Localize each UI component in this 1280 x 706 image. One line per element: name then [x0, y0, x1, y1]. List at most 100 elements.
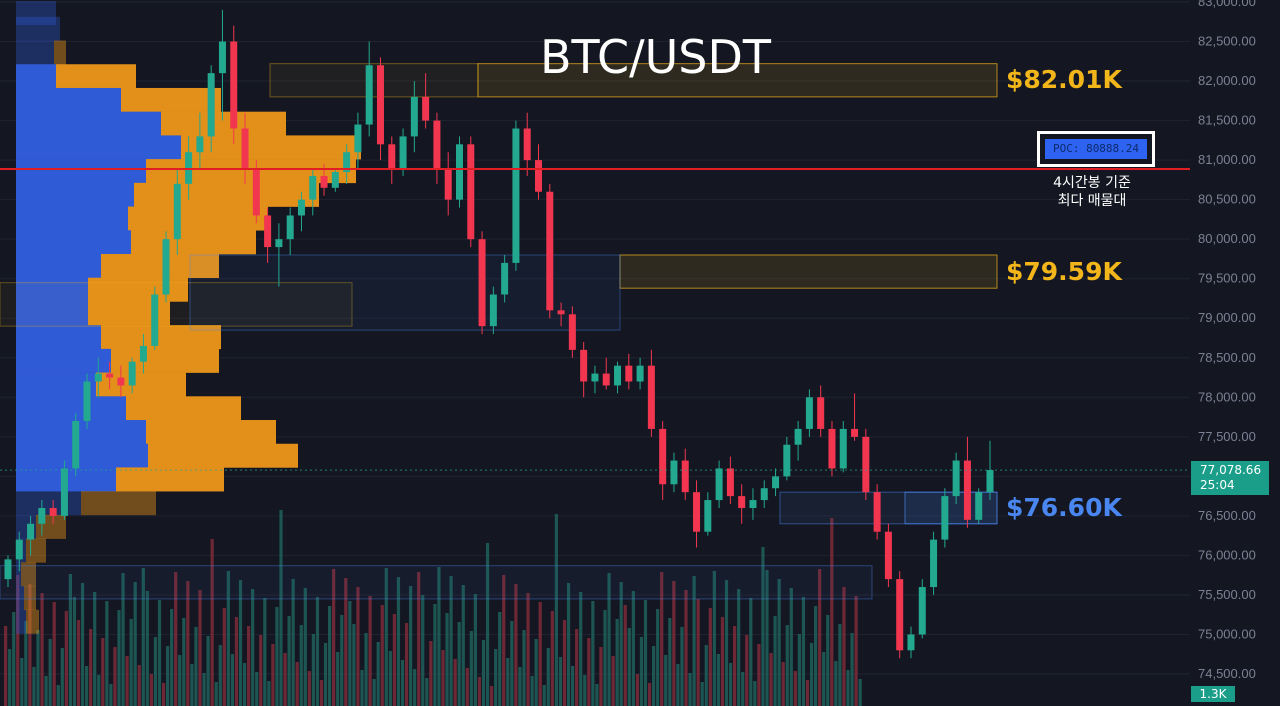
volume-bar	[125, 656, 129, 706]
volume-bar	[830, 518, 834, 706]
y-tick-label: 80,000.00	[1198, 231, 1256, 246]
volume-bar	[793, 671, 797, 706]
volume-bar	[36, 630, 40, 706]
candle-body	[388, 144, 396, 169]
candle-body	[354, 124, 362, 153]
candle-body	[94, 373, 102, 382]
volume-bar	[469, 631, 473, 706]
volume-profile-buy	[16, 253, 101, 278]
y-tick-label: 75,000.00	[1198, 626, 1256, 641]
volume-bar	[202, 673, 206, 706]
volume-bar	[413, 669, 417, 706]
volume-bar	[805, 680, 810, 706]
volume-profile-buy	[16, 301, 88, 326]
volume-bar	[672, 581, 676, 706]
volume-bar	[279, 510, 283, 706]
y-tick-label: 78,000.00	[1198, 389, 1256, 404]
candle-body	[207, 73, 215, 137]
y-tick-label: 80,500.00	[1198, 192, 1256, 207]
volume-bar	[32, 667, 36, 706]
volume-bar	[579, 592, 583, 706]
candle-body	[320, 175, 328, 188]
volume-bar	[530, 676, 534, 706]
volume-bar	[4, 626, 8, 706]
candle-body	[704, 500, 712, 532]
volume-bar	[449, 576, 453, 706]
volume-bar	[599, 647, 603, 706]
volume-bar	[558, 657, 563, 706]
volume-bar	[129, 619, 133, 706]
candle-body	[410, 96, 418, 137]
level-label-upper: $82.01K	[1006, 65, 1122, 95]
volume-bar	[566, 583, 571, 706]
candle-body	[636, 365, 644, 382]
volume-bar	[392, 614, 396, 706]
volume-bar	[89, 629, 93, 706]
volume-bar	[737, 589, 741, 706]
volume-bar	[437, 567, 441, 706]
volume-bar	[453, 659, 457, 706]
volume-bar	[716, 654, 720, 706]
candle-body	[478, 239, 486, 327]
volume-profile-sell	[148, 443, 298, 468]
volume-tag: 1.3K	[1191, 686, 1235, 702]
volume-bar	[170, 609, 174, 706]
volume-profile-buy	[16, 16, 60, 41]
volume-bar	[44, 676, 48, 706]
y-tick-label: 75,500.00	[1198, 587, 1256, 602]
volume-bar	[340, 615, 344, 706]
volume-bar	[858, 679, 862, 706]
level-zone-faint	[0, 565, 873, 600]
y-tick-label: 79,000.00	[1198, 310, 1256, 325]
volume-bar	[643, 600, 648, 706]
volume-bar	[178, 655, 182, 706]
candle-body	[4, 559, 12, 580]
volume-profile-sell	[26, 538, 46, 563]
candle-body	[173, 183, 181, 240]
volume-bar	[627, 628, 631, 706]
volume-bar	[417, 572, 421, 706]
volume-bar	[684, 590, 688, 706]
poc-badge: POC: 80888.24	[1037, 131, 1155, 167]
level-zone-faint	[0, 282, 353, 327]
y-tick-label: 78,500.00	[1198, 350, 1256, 365]
volume-bar	[425, 678, 429, 706]
volume-bar	[348, 601, 352, 706]
volume-profile-buy	[16, 491, 81, 516]
volume-bar	[384, 568, 388, 706]
volume-profile-buy	[16, 420, 146, 445]
volume-bar	[818, 569, 822, 706]
volume-bar	[583, 675, 587, 706]
candle-body	[963, 460, 971, 520]
volume-bar	[485, 543, 490, 706]
volume-bar	[603, 610, 607, 706]
volume-bar	[538, 602, 542, 706]
volume-bar	[846, 670, 850, 706]
last-price-tag: 77,078.66 25:04	[1191, 461, 1269, 495]
volume-bar	[48, 639, 52, 706]
volume-bar	[522, 630, 526, 706]
candle-body	[783, 444, 791, 477]
volume-bar	[668, 618, 672, 706]
candle-body	[117, 377, 125, 386]
volume-bar	[275, 607, 279, 706]
volume-bar	[295, 662, 299, 706]
candle-body	[839, 428, 847, 469]
volume-bar	[822, 652, 826, 706]
volume-profile-sell	[56, 64, 136, 89]
candle-body	[862, 436, 870, 493]
last-price-value: 77,078.66	[1200, 463, 1262, 477]
volume-bar	[291, 579, 295, 706]
volume-bar	[660, 572, 664, 706]
volume-bar	[542, 685, 546, 706]
volume-bar	[619, 582, 623, 706]
volume-bar	[356, 587, 360, 706]
candle-body	[647, 365, 655, 429]
volume-bar	[255, 672, 259, 706]
volume-profile-sell	[116, 467, 224, 492]
volume-bar	[789, 588, 793, 706]
volume-bar	[514, 584, 518, 706]
candle-body	[27, 523, 35, 540]
candle-body	[760, 488, 768, 501]
level-label-lower: $76.60K	[1006, 492, 1122, 522]
